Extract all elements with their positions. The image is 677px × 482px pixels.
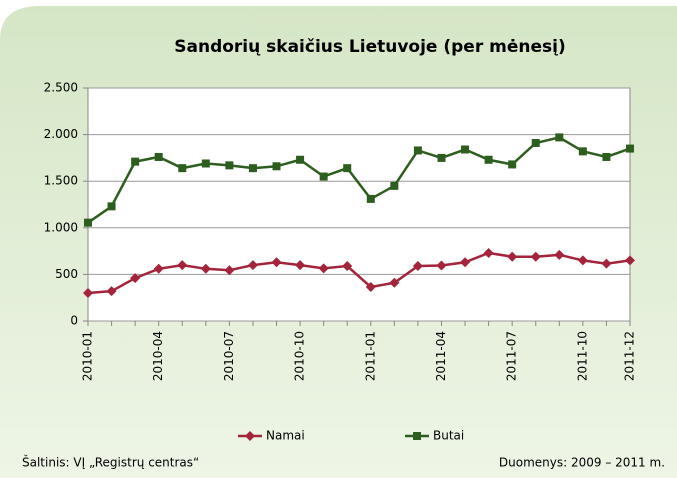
point — [200, 263, 211, 274]
legend-label: Butai — [433, 429, 464, 443]
point — [625, 255, 635, 266]
x-tick-label: 2011-10 — [575, 331, 589, 381]
point — [578, 147, 587, 156]
point — [248, 164, 257, 173]
point — [389, 277, 400, 288]
point — [154, 152, 163, 161]
point — [390, 181, 399, 190]
point — [531, 138, 540, 147]
point — [343, 164, 352, 173]
point — [555, 133, 564, 142]
source: Šaltinis: VĮ „Registrų centras“ — [22, 455, 199, 470]
point — [461, 145, 470, 154]
point — [83, 288, 93, 299]
point — [508, 160, 517, 169]
point — [201, 159, 210, 168]
y-tick-label: 0 — [70, 314, 78, 328]
legend-marker — [413, 432, 421, 440]
point — [295, 260, 306, 271]
point — [483, 247, 494, 258]
legend-marker — [245, 431, 255, 441]
point — [84, 218, 92, 227]
point — [106, 286, 117, 297]
point — [437, 153, 446, 162]
point — [460, 257, 471, 268]
point — [224, 265, 235, 276]
point — [107, 202, 116, 211]
x-tick-label: 2011-12 — [623, 331, 637, 381]
point — [436, 260, 447, 271]
point — [484, 155, 493, 164]
x-tick-label: 2010-07 — [222, 331, 236, 381]
point — [577, 255, 588, 266]
point — [271, 257, 282, 268]
plot-area — [87, 87, 631, 322]
x-tick-label: 2010-04 — [151, 331, 165, 381]
y-tick-label: 500 — [55, 267, 78, 281]
x-tick-label: 2010-10 — [293, 331, 307, 381]
y-tick-label: 2.000 — [44, 127, 78, 141]
point — [507, 251, 518, 262]
point — [626, 144, 634, 153]
point — [602, 152, 611, 161]
point — [272, 162, 281, 171]
y-tick-label: 2.500 — [44, 81, 78, 95]
point — [319, 172, 328, 181]
point — [554, 249, 565, 260]
note: Duomenys: 2009 – 2011 m. — [499, 456, 665, 470]
point — [177, 260, 188, 271]
point — [366, 194, 375, 203]
x-tick-label: 2011-07 — [505, 331, 519, 381]
y-tick-label: 1.000 — [44, 220, 78, 234]
point — [296, 155, 305, 164]
y-tick-label: 1.500 — [44, 174, 78, 188]
x-tick-label: 2010-01 — [81, 331, 95, 381]
x-tick-label: 2011-01 — [363, 331, 377, 381]
point — [131, 157, 140, 166]
point — [413, 146, 422, 155]
point — [225, 161, 234, 170]
point — [342, 261, 353, 272]
point — [153, 263, 164, 274]
point — [318, 263, 329, 274]
point — [178, 164, 187, 173]
legend-label: Namai — [266, 429, 305, 443]
point — [601, 258, 612, 269]
point — [530, 251, 541, 262]
point — [247, 260, 258, 271]
point — [412, 261, 423, 272]
point — [130, 273, 141, 284]
point — [365, 281, 376, 292]
chart-title: Sandorių skaičius Lietuvoje (per mėnesį) — [174, 37, 565, 57]
x-tick-label: 2011-04 — [434, 331, 448, 381]
